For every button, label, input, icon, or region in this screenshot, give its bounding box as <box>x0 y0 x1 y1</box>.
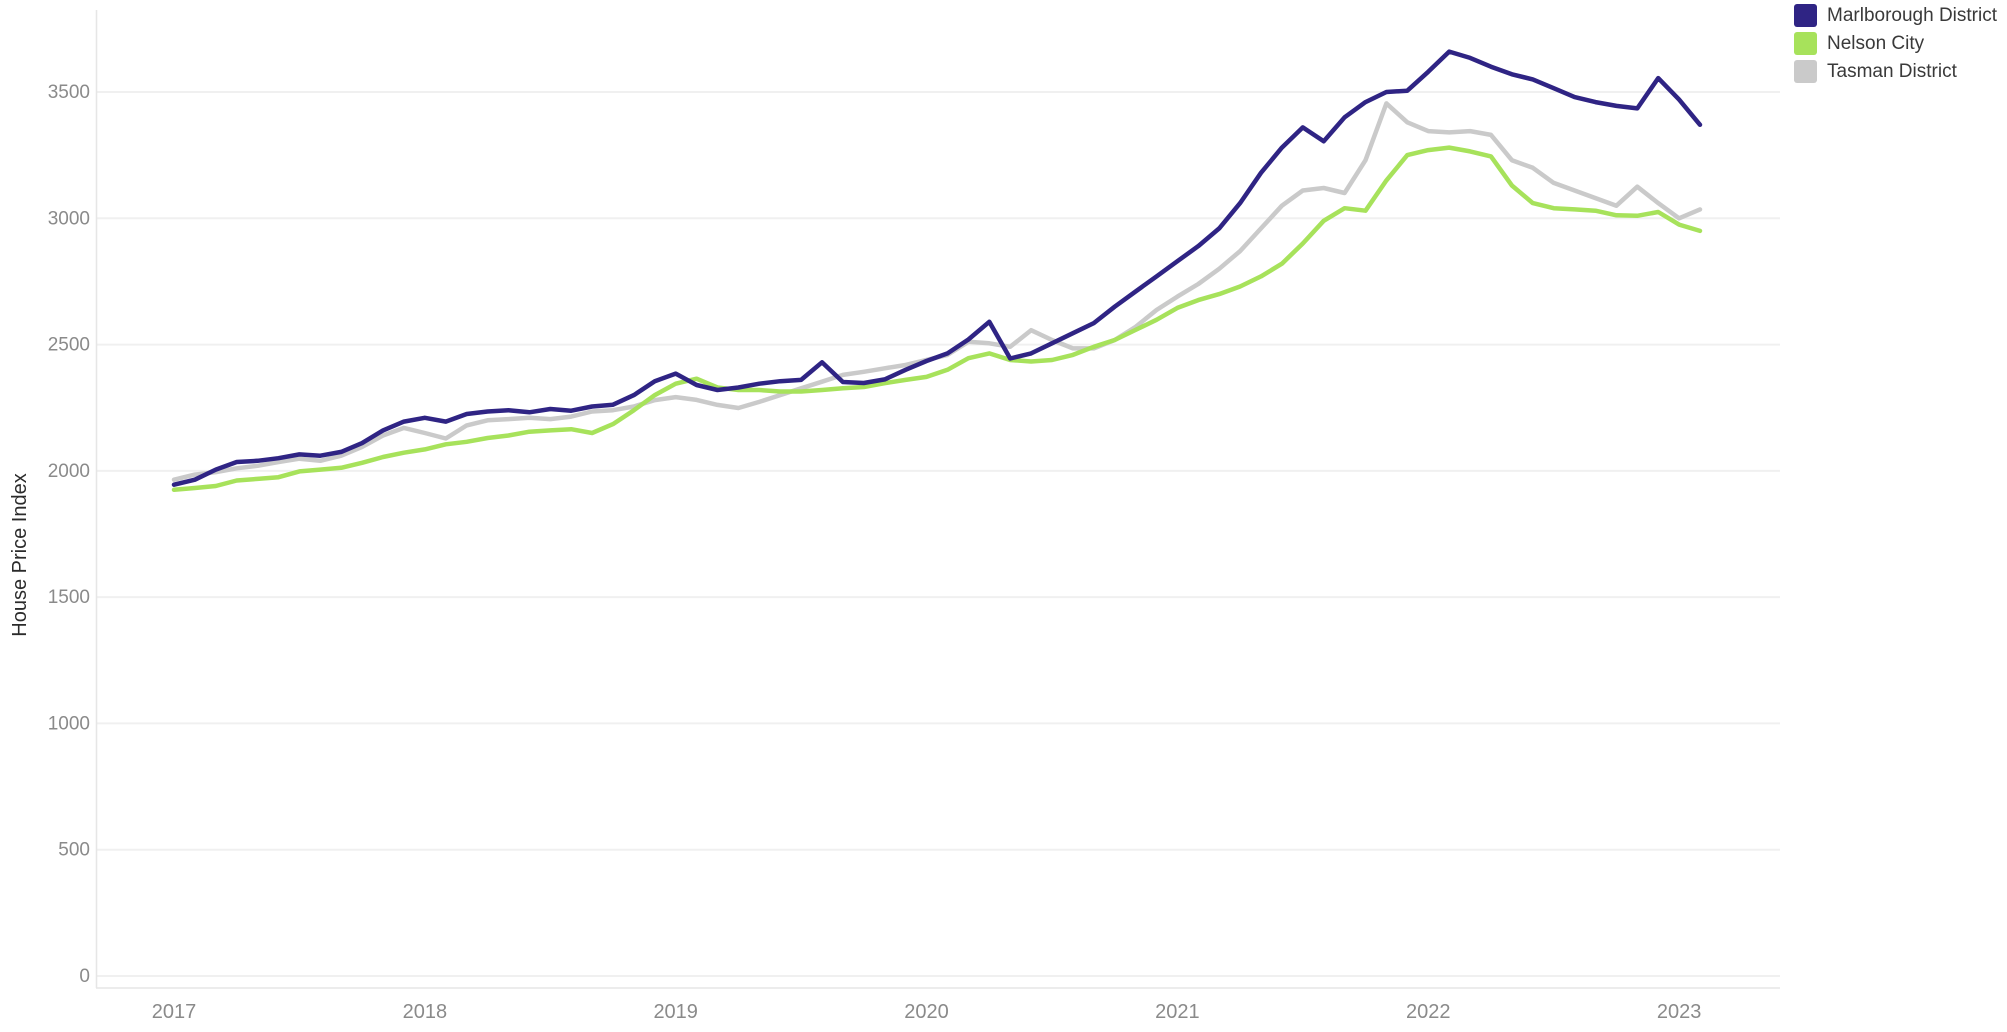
legend-item-marlborough-district[interactable]: Marlborough District <box>1794 4 1997 27</box>
chart-legend: Marlborough District Nelson City Tasman … <box>1794 4 1997 83</box>
y-tick-label: 2500 <box>48 335 90 356</box>
legend-swatch-tasman-icon <box>1794 60 1817 83</box>
y-tick-label: 3000 <box>48 208 90 229</box>
legend-label: Nelson City <box>1827 33 1925 54</box>
y-tick-label: 1000 <box>48 713 90 734</box>
x-tick-label-2017: 2017 <box>152 1001 197 1023</box>
legend-swatch-nelson-icon <box>1794 32 1817 55</box>
y-tick-label: 500 <box>58 840 90 861</box>
legend-label: Tasman District <box>1827 61 1957 82</box>
y-tick-label: 2000 <box>48 461 90 482</box>
legend-item-nelson-city[interactable]: Nelson City <box>1794 32 1997 55</box>
x-tick-label-2021: 2021 <box>1155 1001 1200 1023</box>
legend-swatch-marlborough-icon <box>1794 4 1817 27</box>
y-tick-label: 1500 <box>48 587 90 608</box>
y-axis-title: House Price Index <box>9 473 31 636</box>
y-tick-label: 0 <box>79 966 90 987</box>
x-tick-label-2018: 2018 <box>403 1001 448 1023</box>
series-line-nelson-city <box>171 145 1703 493</box>
legend-label: Marlborough District <box>1827 5 1997 26</box>
x-tick-label-2019: 2019 <box>653 1001 698 1023</box>
legend-item-tasman-district[interactable]: Tasman District <box>1794 60 1997 83</box>
x-tick-label-2022: 2022 <box>1406 1001 1451 1023</box>
series-line-marlborough-district <box>171 49 1703 487</box>
x-tick-label-2020: 2020 <box>904 1001 949 1023</box>
x-tick-label-2023: 2023 <box>1657 1001 1702 1023</box>
y-tick-label: 3500 <box>48 82 90 103</box>
